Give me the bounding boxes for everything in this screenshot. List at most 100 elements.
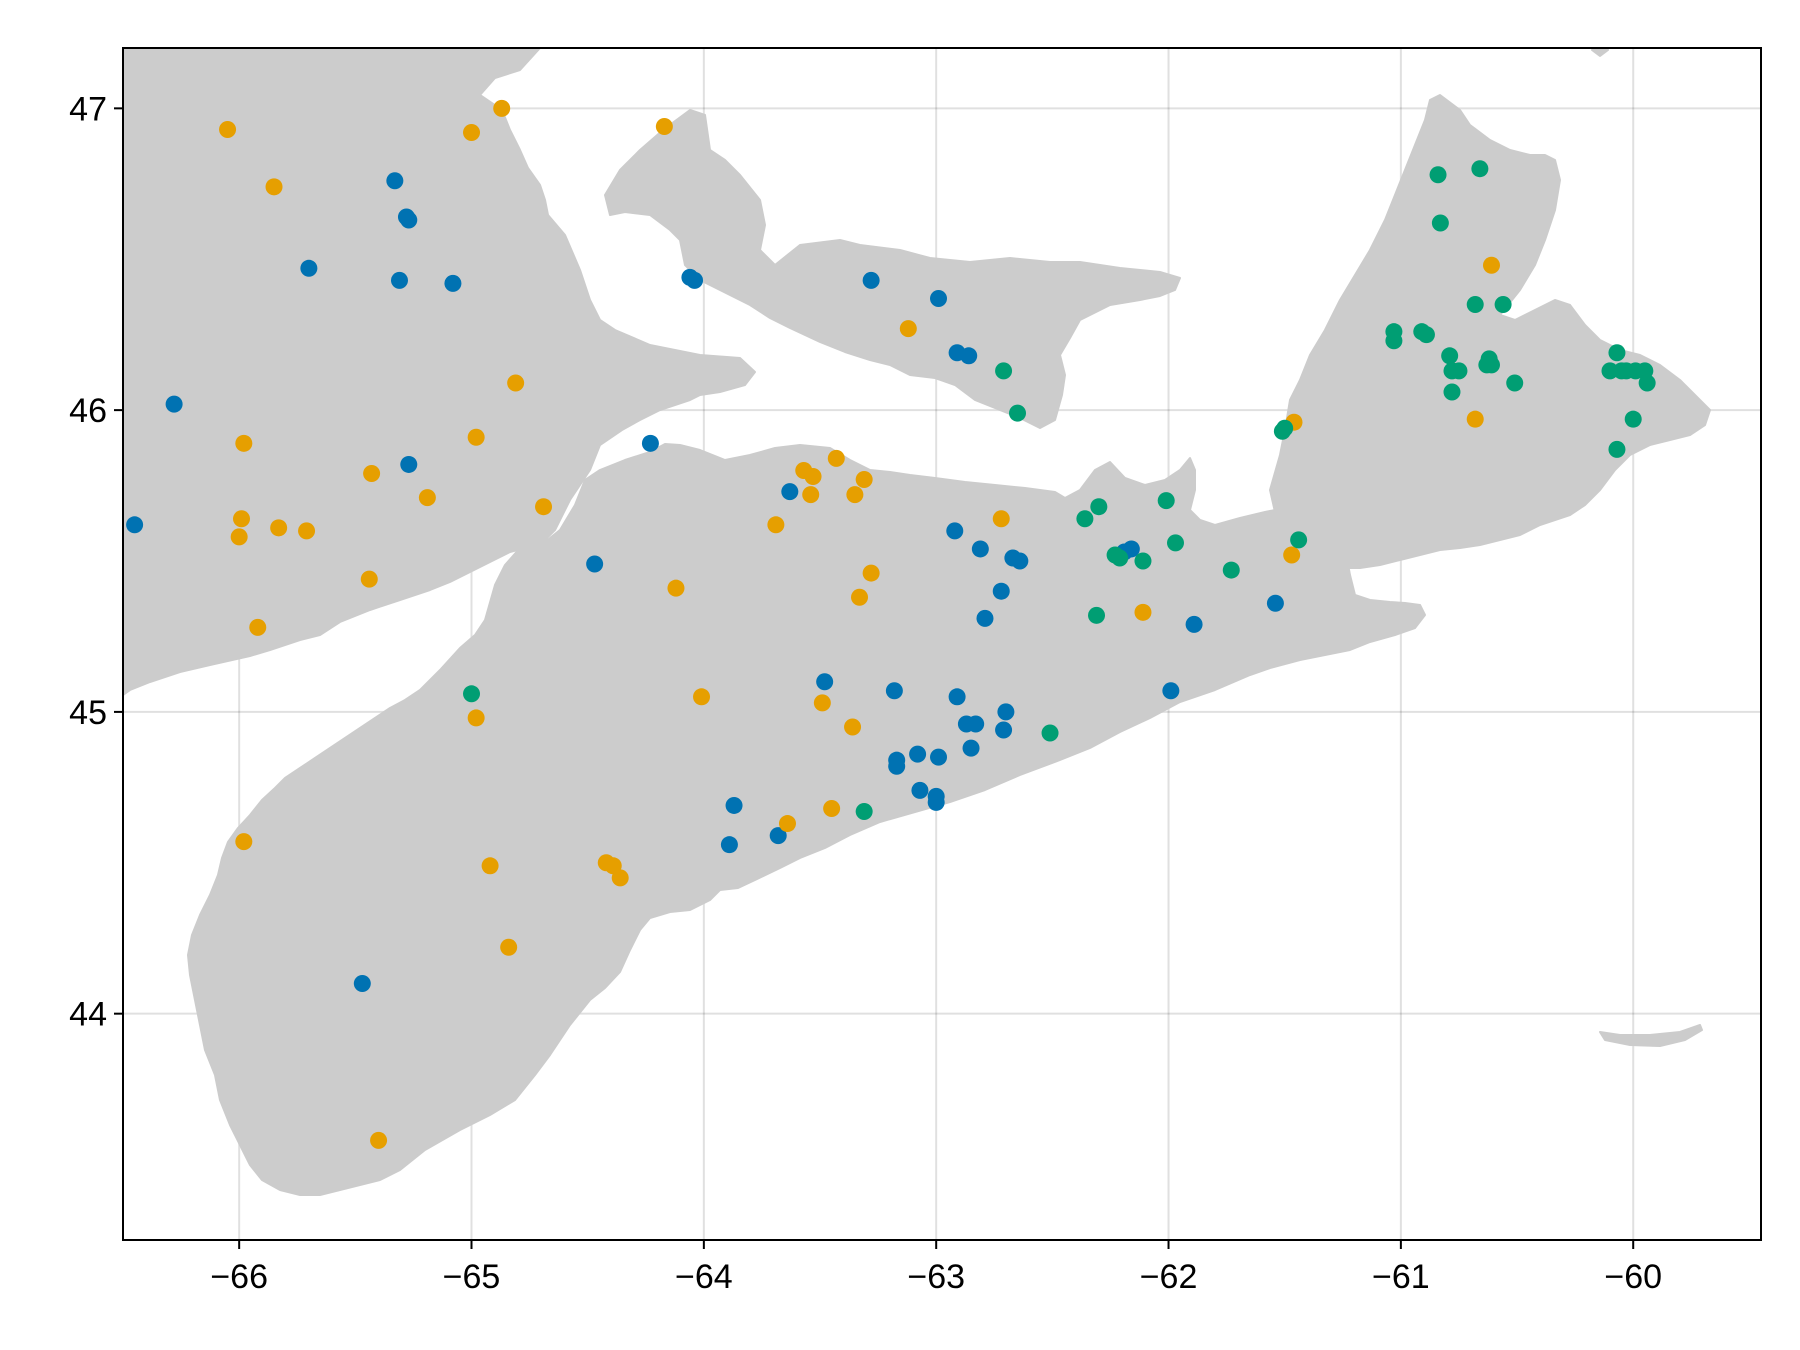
y-tick-label: 46 [69,392,107,430]
data-point [862,271,880,289]
data-point [769,827,787,845]
data-point [467,709,485,727]
data-point [967,715,985,733]
data-point [997,703,1015,721]
data-point [823,799,841,817]
data-point [535,498,553,516]
data-point [363,464,381,482]
data-point [463,123,481,141]
data-point [976,609,994,627]
series-3-points [463,160,1656,820]
data-point [948,688,966,706]
data-point [500,938,518,956]
data-point [804,468,822,486]
data-point [235,833,253,851]
data-point [1638,374,1656,392]
data-point [813,694,831,712]
data-point [909,745,927,763]
data-point [1011,552,1029,570]
data-point [265,178,283,196]
data-point [249,618,267,636]
data-point [1385,332,1403,350]
data-point [995,362,1013,380]
data-point [1494,296,1512,314]
data-point [507,374,525,392]
data-point [165,395,183,413]
data-point [888,757,906,775]
data-point [846,486,864,504]
series-2-points [219,99,1500,1149]
data-point [1111,549,1129,567]
x-tick-label: −64 [675,1258,733,1296]
data-point [1090,498,1108,516]
data-point [1290,531,1308,549]
data-point [400,455,418,473]
data-point [1450,362,1468,380]
data-point [816,673,834,691]
data-point [1443,383,1461,401]
data-point [1134,603,1152,621]
data-point [767,516,785,534]
data-point [1157,492,1175,510]
data-point [720,836,738,854]
data-point [1417,326,1435,344]
y-tick-label: 44 [69,996,107,1034]
y-tick-label: 47 [69,90,107,128]
data-point [370,1131,388,1149]
data-point [1041,724,1059,742]
data-point [1471,160,1489,178]
data-point [778,815,796,833]
x-tick-label: −61 [1372,1258,1430,1296]
nova-scotia-mainland-landmass [187,443,1426,1196]
data-point [930,748,948,766]
cape-breton-landmass [1269,94,1711,569]
data-point [126,516,144,534]
data-point [1167,534,1185,552]
data-point [992,510,1010,528]
data-point [232,510,250,528]
x-tick-label: −65 [443,1258,501,1296]
data-point [1608,344,1626,362]
data-point [467,428,485,446]
data-point [960,347,978,365]
data-point [855,802,873,820]
data-point [911,781,929,799]
data-point [1482,356,1500,374]
x-tick-label: −66 [210,1258,268,1296]
data-point [463,685,481,703]
data-point [1624,410,1642,428]
data-point [1088,606,1106,624]
data-point [862,564,880,582]
data-point [493,99,511,117]
data-point [946,522,964,540]
data-point [1608,440,1626,458]
data-point [353,974,371,992]
data-point [899,320,917,338]
data-point [611,869,629,887]
data-point [927,793,945,811]
data-point [693,688,711,706]
data-point [1431,214,1449,232]
points-layer [126,99,1656,1149]
data-point [586,555,604,573]
data-point [1441,347,1459,365]
data-point [386,172,404,190]
data-point [298,522,316,540]
data-point [1601,362,1619,380]
data-point [725,796,743,814]
data-point [444,274,462,292]
data-point [1506,374,1524,392]
data-point [360,570,378,588]
series-1-points [126,172,1284,992]
x-tick-label: −62 [1140,1258,1198,1296]
data-point [802,486,820,504]
data-point [300,259,318,277]
data-point [1134,552,1152,570]
data-point [971,540,989,558]
data-point [1266,594,1284,612]
data-point [1482,256,1500,274]
data-point [1009,404,1027,422]
data-point [992,582,1010,600]
data-point [481,857,499,875]
